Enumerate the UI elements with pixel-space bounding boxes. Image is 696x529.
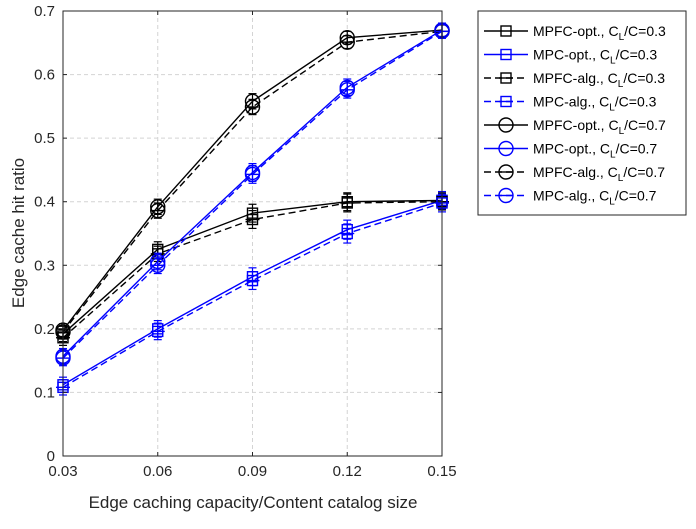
series-line bbox=[62, 201, 443, 339]
y-tick-label: 0.3 bbox=[34, 257, 55, 274]
legend-label: MPFC-opt., CL/C=0.7 bbox=[533, 117, 666, 137]
legend-item: MPC-opt., CL/C=0.7 bbox=[484, 141, 657, 161]
circle-marker bbox=[244, 166, 261, 183]
series-line bbox=[62, 30, 443, 333]
circle-marker bbox=[150, 202, 166, 219]
x-tick-label: 0.03 bbox=[48, 463, 77, 480]
legend: MPFC-opt., CL/C=0.3 MPC-opt., CL/C=0.3 MPF… bbox=[477, 10, 687, 216]
legend-label: MPFC-alg., CL/C=0.7 bbox=[533, 164, 665, 184]
series-layer bbox=[55, 22, 450, 396]
legend-label: MPFC-alg., CL/C=0.3 bbox=[533, 70, 665, 90]
legend-item: MPC-alg., CL/C=0.7 bbox=[484, 188, 657, 208]
series-line bbox=[62, 30, 443, 359]
legend-item: MPFC-opt., CL/C=0.7 bbox=[484, 117, 666, 137]
circle-marker bbox=[150, 257, 166, 273]
x-axis-title: Edge caching capacity/Content catalog si… bbox=[89, 493, 418, 512]
y-tick-label: 0.7 bbox=[34, 3, 55, 20]
series-line bbox=[62, 202, 443, 388]
circle-marker bbox=[498, 140, 514, 157]
y-axis-title: Edge cache hit ratio bbox=[9, 158, 28, 308]
legend-label: MPFC-opt., CL/C=0.3 bbox=[533, 23, 666, 43]
legend-item: MPC-alg., CL/C=0.3 bbox=[484, 94, 657, 114]
legend-label: MPC-opt., CL/C=0.7 bbox=[533, 141, 657, 161]
y-tick-label: 0.1 bbox=[34, 384, 55, 401]
legend-label: MPC-alg., CL/C=0.7 bbox=[533, 188, 657, 208]
circle-marker bbox=[498, 187, 514, 204]
legend-label: MPC-alg., CL/C=0.3 bbox=[533, 94, 657, 114]
x-tick-label: 0.06 bbox=[143, 463, 172, 480]
circle-marker bbox=[339, 82, 355, 98]
y-tick-label: 0.4 bbox=[34, 194, 55, 211]
legend-box bbox=[477, 10, 687, 216]
legend-item: MPFC-opt., CL/C=0.3 bbox=[484, 23, 666, 43]
square-marker bbox=[500, 25, 512, 37]
x-tick-label: 0.12 bbox=[333, 463, 362, 480]
x-tick-label: 0.09 bbox=[238, 463, 267, 480]
legend-item: MPFC-alg., CL/C=0.7 bbox=[484, 164, 665, 184]
legend-label: MPC-opt., CL/C=0.3 bbox=[533, 47, 657, 67]
plot-area bbox=[63, 11, 442, 456]
y-tick-label: 0 bbox=[47, 448, 55, 465]
x-tick-label: 0.15 bbox=[427, 463, 456, 480]
circle-marker bbox=[498, 164, 514, 180]
legend-item: MPFC-alg., CL/C=0.3 bbox=[484, 70, 665, 90]
circle-marker bbox=[244, 99, 261, 115]
y-tick-label: 0.2 bbox=[34, 321, 55, 338]
circle-marker bbox=[498, 117, 514, 133]
ticks: 0.03 0.06 0.09 0.12 0.15 0 0.1 0.2 0.3 0.4 0.5 0.6 0… bbox=[34, 3, 456, 480]
square-marker bbox=[500, 48, 512, 61]
circle-marker bbox=[339, 34, 355, 50]
grid bbox=[63, 11, 442, 456]
y-tick-label: 0.6 bbox=[34, 67, 55, 84]
legend-item: MPC-opt., CL/C=0.3 bbox=[484, 47, 657, 67]
y-tick-label: 0.5 bbox=[34, 130, 55, 147]
